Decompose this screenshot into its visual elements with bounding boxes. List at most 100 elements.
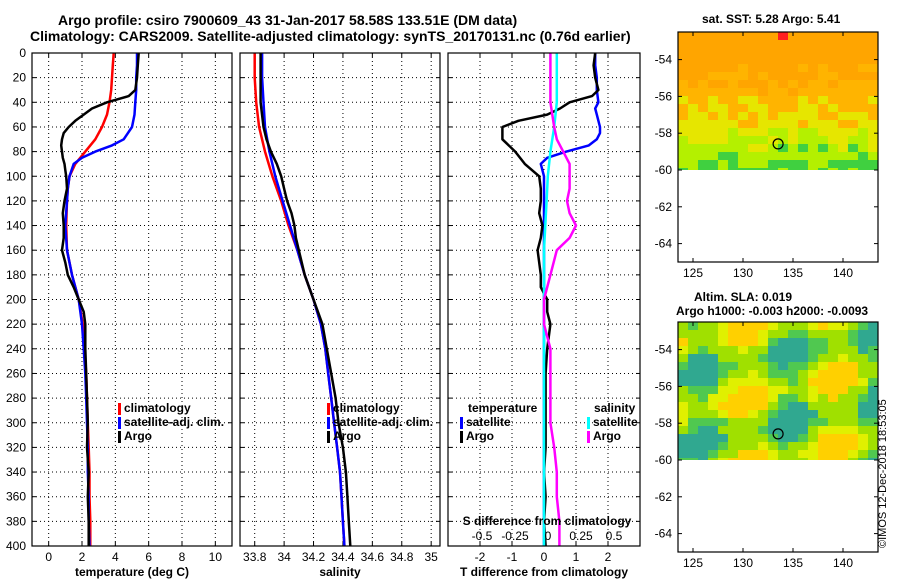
sst-cell [868, 136, 878, 144]
sst-cell [748, 32, 758, 40]
difference-legend-sal-title: salinity [594, 401, 636, 415]
series-line-argo [259, 53, 352, 547]
sla-cell [828, 322, 838, 330]
sla-cell [718, 346, 728, 354]
sla-cell [798, 450, 808, 458]
sst-cell [718, 112, 728, 120]
sst-cell [798, 136, 808, 144]
salinity-legend-label: climatology [333, 401, 400, 415]
sst-cell [688, 40, 698, 48]
sst-cell [688, 88, 698, 96]
s-difference-tick-label: 0.5 [606, 529, 623, 543]
sla-cell [708, 426, 718, 434]
sla-cell [738, 394, 748, 402]
sst-cell [868, 120, 878, 128]
sst-cell [718, 56, 728, 64]
sst-cell [748, 96, 758, 104]
sla-cell [758, 370, 768, 378]
sst-cell [698, 144, 708, 152]
sla-cell [778, 458, 788, 460]
sst-cell [768, 72, 778, 80]
sst-cell [698, 96, 708, 104]
sla-cell [778, 394, 788, 402]
figure-title-line2: Climatology: CARS2009. Satellite-adjuste… [30, 28, 631, 44]
sst-cell [738, 56, 748, 64]
sst-cell [728, 136, 738, 144]
sla-cell [768, 378, 778, 386]
sst-cell [818, 40, 828, 48]
sst-cell [788, 48, 798, 56]
sst-cell [838, 152, 848, 160]
sla-cell [718, 378, 728, 386]
sla-cell [788, 458, 798, 460]
sla-cell [758, 322, 768, 330]
depth-tick-label: 100 [6, 169, 26, 183]
sla-cell [858, 394, 868, 402]
sst-cell [708, 120, 718, 128]
sst-cell [818, 88, 828, 96]
sla-cell [688, 442, 698, 450]
sst-lat-tick-label: -58 [655, 126, 673, 140]
sst-cell [838, 48, 848, 56]
sla-cell [828, 370, 838, 378]
sst-cell [858, 40, 868, 48]
salinity-legend-swatch [327, 431, 330, 443]
sla-cell [688, 362, 698, 370]
sst-cell [798, 152, 808, 160]
sst-cell [708, 40, 718, 48]
sst-cell [738, 64, 748, 72]
sst-cell [768, 160, 778, 168]
sla-cell [808, 378, 818, 386]
sla-cell [808, 458, 818, 460]
depth-tick-label: 400 [6, 539, 26, 553]
sst-cell [828, 104, 838, 112]
sst-cell [828, 120, 838, 128]
sst-cell [718, 32, 728, 40]
sla-cell [698, 322, 708, 330]
sst-cell [778, 120, 788, 128]
sla-cell [768, 338, 778, 346]
sst-cell [758, 48, 768, 56]
s-difference-tick-label: 0.25 [569, 529, 593, 543]
sla-cell [868, 386, 878, 394]
depth-tick-label: 300 [6, 416, 26, 430]
sst-cell [788, 72, 798, 80]
sla-cell [838, 338, 848, 346]
sst-cell [758, 72, 768, 80]
sla-cell [848, 322, 858, 330]
sla-cell [738, 338, 748, 346]
sla-cell [758, 450, 768, 458]
sla-cell [758, 362, 768, 370]
sst-cell [818, 120, 828, 128]
sla-cell [698, 338, 708, 346]
sla-cell [748, 362, 758, 370]
sla-cell [688, 346, 698, 354]
sst-cell [718, 96, 728, 104]
sla-cell [778, 418, 788, 426]
sla-cell [728, 434, 738, 442]
sst-cell [678, 152, 688, 160]
sla-cell [868, 402, 878, 410]
sla-cell [868, 338, 878, 346]
sst-cell [718, 128, 728, 136]
sst-cell [848, 104, 858, 112]
depth-tick-label: 220 [6, 317, 26, 331]
sla-cell [778, 362, 788, 370]
difference-sal-legend-label: Argo [593, 429, 621, 443]
sla-cell [728, 338, 738, 346]
sla-cell [788, 330, 798, 338]
x-tick-label: -2 [475, 550, 486, 564]
sst-cell [798, 144, 808, 152]
sla-cell [858, 386, 868, 394]
depth-tick-label: 120 [6, 194, 26, 208]
sla-cell [738, 458, 748, 460]
sst-cell [818, 160, 828, 168]
sla-cell [798, 410, 808, 418]
sst-cell [828, 80, 838, 88]
sst-cell [848, 56, 858, 64]
sst-cell [868, 88, 878, 96]
sst-cell [718, 64, 728, 72]
sla-cell [868, 442, 878, 450]
sst-cell [858, 64, 868, 72]
sla-cell [848, 346, 858, 354]
